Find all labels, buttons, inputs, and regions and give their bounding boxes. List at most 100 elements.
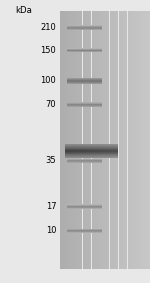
Bar [68,144,70,158]
Bar [88,11,89,269]
Text: 70: 70 [46,100,56,109]
Bar [65,152,118,153]
Bar [130,11,131,269]
Bar [97,144,99,158]
Bar [117,11,118,269]
Bar [67,105,102,106]
Text: 35: 35 [46,156,56,165]
Bar [65,144,68,158]
Bar [111,11,112,269]
Bar [82,11,84,269]
Bar [69,11,70,269]
Text: kDa: kDa [15,6,32,15]
Bar [67,80,102,81]
Bar [84,11,85,269]
Bar [67,49,102,50]
Bar [113,11,114,269]
Bar [71,11,72,269]
Bar [81,11,83,269]
Bar [135,11,137,269]
Bar [136,11,138,269]
Bar [67,161,102,162]
Bar [67,27,102,28]
Bar [89,11,90,269]
Bar [78,144,81,158]
Bar [70,144,73,158]
Bar [67,82,102,83]
Bar [93,11,94,269]
Bar [67,104,102,105]
Bar [103,11,104,269]
Bar [77,11,78,269]
Bar [65,150,118,151]
Bar [76,144,78,158]
Bar [67,158,102,159]
Bar [98,11,99,269]
Bar [67,206,102,207]
Bar [65,153,118,154]
Bar [65,155,118,156]
Bar [112,144,115,158]
Bar [94,11,95,269]
Bar [96,11,97,269]
Bar [67,81,102,82]
Bar [102,11,103,269]
Bar [85,11,86,269]
Bar [67,207,102,208]
Bar [124,11,125,269]
Bar [84,144,86,158]
Bar [65,156,118,157]
Bar [95,11,96,269]
Bar [61,11,62,269]
Bar [125,11,126,269]
Bar [67,79,102,80]
Bar [90,11,92,269]
Bar [65,145,118,146]
Bar [67,162,102,163]
Bar [115,144,118,158]
Bar [73,144,76,158]
Bar [64,11,66,269]
Bar [138,11,139,269]
Bar [67,50,102,51]
Bar [89,144,92,158]
Bar [67,229,102,230]
Bar [99,11,100,269]
Bar [122,11,123,269]
Bar [68,11,69,269]
Bar [65,151,118,152]
Bar [100,11,102,269]
Bar [67,83,102,84]
Bar [79,11,80,269]
Bar [67,232,102,233]
Bar [110,144,112,158]
Bar [65,148,118,149]
Text: 100: 100 [40,76,56,85]
Bar [106,11,107,269]
Bar [121,11,122,269]
Bar [67,103,102,104]
Bar [65,147,118,148]
Bar [65,144,118,145]
Bar [92,11,93,269]
Text: 17: 17 [46,202,56,211]
Bar [76,11,77,269]
Bar [105,144,107,158]
Bar [133,11,134,269]
Bar [104,11,105,269]
Bar [148,11,149,269]
Bar [87,11,88,269]
Bar [80,11,81,269]
Bar [108,11,110,269]
Bar [67,78,102,79]
Bar [67,204,102,205]
Bar [118,11,120,269]
Bar [114,11,115,269]
Bar [107,11,108,269]
Bar [94,144,97,158]
Bar [102,144,105,158]
Bar [92,144,94,158]
Bar [142,11,143,269]
Bar [67,11,68,269]
Bar [67,102,102,103]
